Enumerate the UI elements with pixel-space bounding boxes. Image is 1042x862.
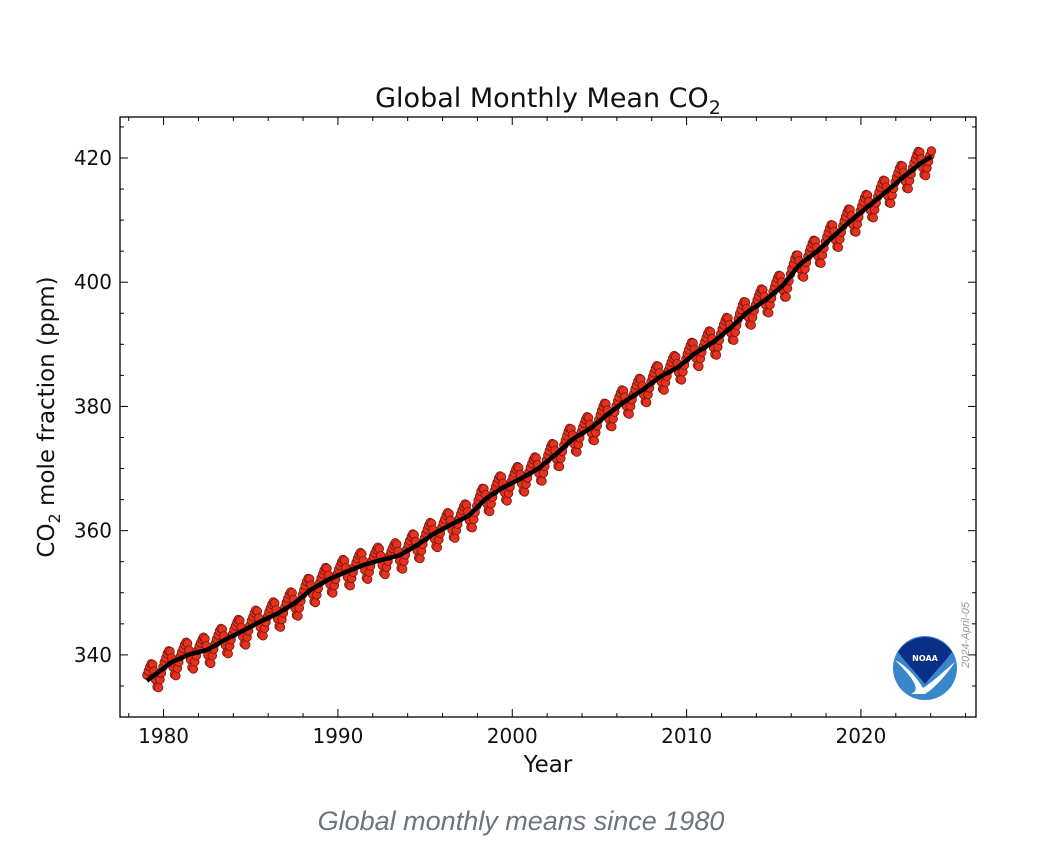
svg-text:CO2 mole fraction (ppm): CO2 mole fraction (ppm): [34, 276, 64, 557]
data-point: [764, 308, 774, 318]
y-tick-label: 360: [74, 519, 112, 543]
data-point: [554, 461, 565, 472]
y-tick-label: 380: [74, 394, 112, 418]
data-point: [275, 622, 286, 632]
data-point: [258, 631, 268, 641]
data-point: [310, 597, 321, 608]
data-point: [171, 671, 181, 681]
data-point: [729, 335, 739, 346]
data-point: [572, 447, 582, 457]
chart-title-sub: 2: [709, 97, 721, 119]
data-point: [624, 409, 634, 419]
co2-chart: Global Monthly Mean CO2 CO2 mole fractio…: [34, 83, 977, 778]
data-point: [537, 476, 547, 486]
y-axis-label: CO2 mole fraction (ppm): [34, 276, 64, 557]
data-point: [223, 649, 233, 659]
data-point: [659, 385, 669, 395]
chart-title: Global Monthly Mean CO2: [375, 83, 721, 119]
data-point: [676, 375, 687, 385]
data-point: [833, 242, 844, 253]
plot-area: [142, 146, 937, 693]
y-label-sub: 2: [45, 513, 64, 523]
data-point: [589, 436, 600, 446]
data-point: [485, 506, 495, 517]
data-point: [415, 553, 425, 564]
data-point: [746, 320, 756, 330]
data-point: [519, 487, 530, 497]
y-tick-label: 340: [74, 643, 112, 667]
data-point: [450, 533, 460, 543]
data-point: [153, 682, 164, 693]
x-tick-label: 2000: [487, 724, 538, 748]
date-stamp: 2024-April-05: [959, 601, 972, 668]
chart-title-main: Global Monthly Mean CO: [375, 83, 709, 114]
data-point: [328, 588, 338, 598]
figure-caption: Global monthly means since 1980: [317, 806, 725, 836]
data-point: [240, 640, 251, 650]
y-label-suffix: mole fraction (ppm): [34, 276, 60, 513]
data-point: [432, 542, 443, 553]
noaa-logo-text: NOAA: [912, 654, 938, 663]
data-point: [798, 272, 809, 282]
data-point: [851, 227, 861, 237]
data-point: [293, 611, 303, 621]
y-tick-label: 420: [74, 146, 112, 170]
data-point: [903, 183, 913, 194]
data-point: [641, 397, 652, 408]
data-point: [502, 496, 512, 506]
axis-ticks: 1980 1990 2000 2010 2020 340 360 380 400 420: [74, 117, 976, 748]
data-point: [920, 170, 931, 181]
trend-line: [145, 154, 933, 683]
data-point: [926, 146, 937, 156]
data-point: [781, 292, 791, 302]
data-point: [206, 658, 216, 669]
y-label-prefix: CO: [34, 523, 60, 557]
x-axis-label: Year: [523, 752, 573, 778]
data-point: [816, 258, 826, 269]
data-point: [711, 350, 722, 360]
x-tick-label: 2010: [661, 724, 712, 748]
data-point: [868, 213, 879, 223]
x-tick-label: 1990: [312, 724, 363, 748]
x-tick-label: 1980: [138, 724, 189, 748]
data-point: [607, 422, 617, 432]
data-point: [886, 198, 896, 209]
data-point: [467, 523, 478, 533]
plot-frame: [119, 116, 977, 718]
x-tick-label: 2020: [835, 724, 886, 748]
data-point: [694, 361, 704, 372]
noaa-logo: NOAA: [893, 636, 957, 700]
data-point: [397, 564, 408, 574]
y-tick-label: 400: [74, 270, 112, 294]
